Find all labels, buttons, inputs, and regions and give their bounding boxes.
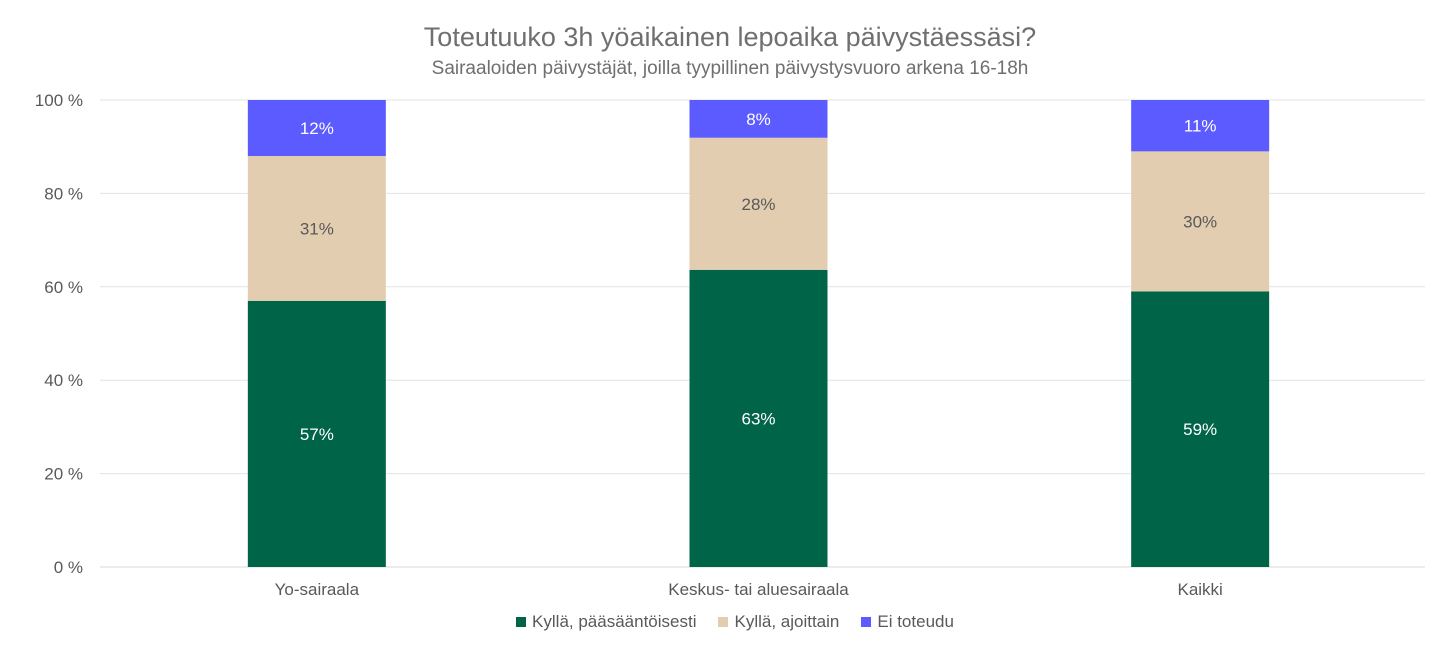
y-tick-label: 40 %: [44, 371, 83, 390]
stacked-bar-chart: 57% 31% 12% 63% 28% 8% 59% 30% 11% 0 % 20 % 40 % 60…: [35, 91, 1425, 599]
legend-label: Kyllä, pääsääntöisesti: [532, 612, 697, 631]
data-label: 8%: [746, 110, 771, 129]
x-tick-label: Kaikki: [1177, 580, 1222, 599]
legend-swatch: [516, 617, 527, 627]
bar-segment: [689, 137, 828, 270]
legend: Kyllä, pääsääntöisesti Kyllä, ajoittain …: [0, 612, 1440, 632]
data-label: 63%: [741, 409, 775, 428]
data-label: 30%: [1183, 212, 1217, 231]
legend-item-ei-toteudu: Ei toteudu: [861, 612, 954, 632]
y-tick-label: 60 %: [44, 278, 83, 297]
y-tick-label: 80 %: [44, 184, 83, 203]
legend-item-kylla-paasaantoisesti: Kyllä, pääsääntöisesti: [516, 612, 696, 632]
bar-segment: [689, 269, 828, 567]
bar-segment: [247, 300, 386, 567]
bar-segment: [1131, 291, 1270, 567]
x-tick-label: Yo-sairaala: [275, 580, 360, 599]
data-label: 31%: [300, 219, 334, 238]
chart-title: Toteutuuko 3h yöaikainen lepoaika päivys…: [423, 22, 1037, 52]
legend-swatch: [718, 617, 729, 627]
data-label: 57%: [300, 425, 334, 444]
data-label: 12%: [300, 119, 334, 138]
legend-item-kylla-ajoittain: Kyllä, ajoittain: [718, 612, 839, 632]
data-label: 59%: [1183, 420, 1217, 439]
y-tick-label: 0 %: [54, 558, 83, 577]
chart-subtitle: Sairaaloiden päivystäjät, joilla tyypill…: [431, 58, 1029, 79]
y-tick-label: 100 %: [35, 91, 83, 110]
data-label: 11%: [1184, 117, 1217, 136]
legend-label: Kyllä, ajoittain: [734, 612, 840, 631]
legend-label: Ei toteudu: [877, 612, 954, 631]
y-tick-label: 20 %: [44, 465, 83, 484]
axes: 0 % 20 % 40 % 60 % 80 % 100 % Yo-sairaala Kesku…: [35, 91, 1223, 599]
bar-segment: [1131, 151, 1270, 292]
bar-segment: [247, 156, 386, 301]
bar-segment: [1131, 100, 1270, 152]
data-labels: 57% 31% 12% 63% 28% 8% 59% 30% 11%: [300, 110, 1217, 444]
x-tick-label: Keskus- tai aluesairaala: [668, 580, 849, 599]
legend-swatch: [861, 617, 872, 627]
bar-segment: [247, 100, 386, 157]
data-label: 28%: [741, 195, 775, 214]
bars: [247, 100, 1270, 567]
bar-segment: [689, 100, 828, 138]
